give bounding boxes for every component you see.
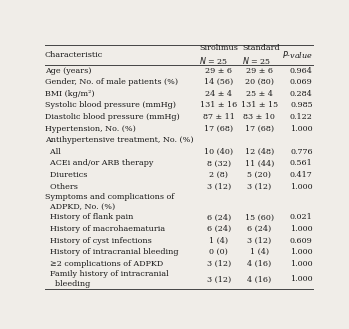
Text: Characteristic: Characteristic <box>45 51 103 59</box>
Text: 29 ± 6: 29 ± 6 <box>205 66 232 75</box>
Text: 0.985: 0.985 <box>290 101 313 110</box>
Text: 1.000: 1.000 <box>290 225 313 233</box>
Text: 0.069: 0.069 <box>290 78 313 86</box>
Text: BMI (kg/m²): BMI (kg/m²) <box>45 90 95 98</box>
Text: 0.122: 0.122 <box>290 113 313 121</box>
Text: 6 (24): 6 (24) <box>247 225 272 233</box>
Text: 5 (20): 5 (20) <box>247 171 271 179</box>
Text: 0.964: 0.964 <box>290 66 313 75</box>
Text: 0 (0): 0 (0) <box>209 248 228 256</box>
Text: 4 (16): 4 (16) <box>247 260 272 268</box>
Text: 1 (4): 1 (4) <box>209 237 228 245</box>
Text: 0.417: 0.417 <box>290 171 313 179</box>
Text: 0.776: 0.776 <box>290 148 313 156</box>
Text: 24 ± 4: 24 ± 4 <box>205 90 232 98</box>
Text: 83 ± 10: 83 ± 10 <box>243 113 275 121</box>
Text: Hypertension, No. (%): Hypertension, No. (%) <box>45 125 136 133</box>
Text: 3 (12): 3 (12) <box>247 237 272 245</box>
Text: 1 (4): 1 (4) <box>250 248 269 256</box>
Text: 87 ± 11: 87 ± 11 <box>203 113 235 121</box>
Text: 10 (40): 10 (40) <box>204 148 233 156</box>
Text: 3 (12): 3 (12) <box>207 183 231 190</box>
Text: Systolic blood pressure (mmHg): Systolic blood pressure (mmHg) <box>45 101 176 110</box>
Text: 0.284: 0.284 <box>290 90 313 98</box>
Text: 6 (24): 6 (24) <box>207 225 231 233</box>
Text: 0.561: 0.561 <box>290 159 313 167</box>
Text: Standard
$N$ = 25: Standard $N$ = 25 <box>243 44 280 66</box>
Text: 6 (24): 6 (24) <box>207 214 231 221</box>
Text: 8 (32): 8 (32) <box>207 159 231 167</box>
Text: Diastolic blood pressure (mmHg): Diastolic blood pressure (mmHg) <box>45 113 180 121</box>
Text: Sirolimus
$N$ = 25: Sirolimus $N$ = 25 <box>199 44 238 66</box>
Text: 3 (12): 3 (12) <box>207 275 231 283</box>
Text: Family history of intracranial
    bleeding: Family history of intracranial bleeding <box>45 270 169 288</box>
Text: 3 (12): 3 (12) <box>247 183 272 190</box>
Text: Others: Others <box>45 183 78 190</box>
Text: 12 (48): 12 (48) <box>245 148 274 156</box>
Text: Antihypertensive treatment, No. (%): Antihypertensive treatment, No. (%) <box>45 136 194 144</box>
Text: 2 (8): 2 (8) <box>209 171 228 179</box>
Text: Gender, No. of male patients (%): Gender, No. of male patients (%) <box>45 78 178 86</box>
Text: 131 ± 16: 131 ± 16 <box>200 101 237 110</box>
Text: $P$-value: $P$-value <box>282 49 313 61</box>
Text: 11 (44): 11 (44) <box>245 159 274 167</box>
Text: History of cyst infections: History of cyst infections <box>45 237 152 245</box>
Text: Age (years): Age (years) <box>45 66 91 75</box>
Text: History of intracranial bleeding: History of intracranial bleeding <box>45 248 178 256</box>
Text: 14 (56): 14 (56) <box>204 78 233 86</box>
Text: ACEi and/or ARB therapy: ACEi and/or ARB therapy <box>45 159 153 167</box>
Text: 3 (12): 3 (12) <box>207 260 231 268</box>
Text: 0.609: 0.609 <box>290 237 313 245</box>
Text: 20 (80): 20 (80) <box>245 78 274 86</box>
Text: 4 (16): 4 (16) <box>247 275 272 283</box>
Text: 0.021: 0.021 <box>290 214 313 221</box>
Text: 131 ± 15: 131 ± 15 <box>241 101 278 110</box>
Text: 1.000: 1.000 <box>290 260 313 268</box>
Text: 1.000: 1.000 <box>290 248 313 256</box>
Text: 17 (68): 17 (68) <box>245 125 274 133</box>
Text: 25 ± 4: 25 ± 4 <box>246 90 273 98</box>
Text: History of flank pain: History of flank pain <box>45 214 133 221</box>
Text: 1.000: 1.000 <box>290 183 313 190</box>
Text: 29 ± 6: 29 ± 6 <box>246 66 273 75</box>
Text: History of macrohaematuria: History of macrohaematuria <box>45 225 165 233</box>
Text: 1.000: 1.000 <box>290 125 313 133</box>
Text: ≥2 complications of ADPKD: ≥2 complications of ADPKD <box>45 260 163 268</box>
Text: Diuretics: Diuretics <box>45 171 87 179</box>
Text: 1.000: 1.000 <box>290 275 313 283</box>
Text: 15 (60): 15 (60) <box>245 214 274 221</box>
Text: Symptoms and complications of
  ADPKD, No. (%): Symptoms and complications of ADPKD, No.… <box>45 193 174 211</box>
Text: 17 (68): 17 (68) <box>204 125 233 133</box>
Text: All: All <box>45 148 61 156</box>
